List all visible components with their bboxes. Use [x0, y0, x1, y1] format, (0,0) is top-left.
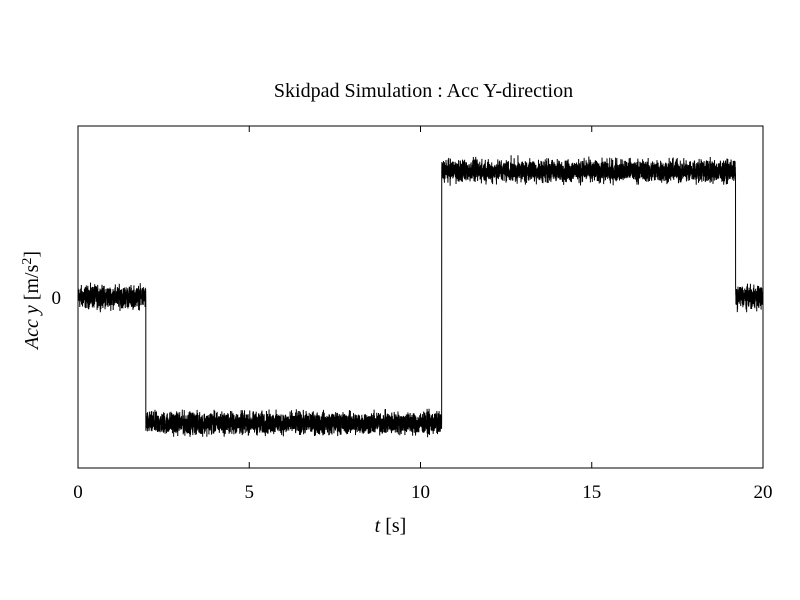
tick-labels: 0 5 10 15 20 0 — [52, 288, 773, 503]
x-tick-label: 5 — [245, 482, 255, 503]
x-tick-label: 10 — [411, 482, 430, 503]
acc-y-series-line — [77, 155, 764, 438]
y-tick-label: 0 — [52, 288, 62, 309]
x-axis-label: t [s] — [375, 515, 407, 537]
x-tick-label: 0 — [73, 482, 83, 503]
x-tick-label: 15 — [582, 482, 601, 503]
y-axis-label: Acc y [m/s2] — [20, 251, 44, 351]
chart-title: Skidpad Simulation : Acc Y-direction — [274, 80, 573, 102]
x-tick-label: 20 — [754, 482, 773, 503]
